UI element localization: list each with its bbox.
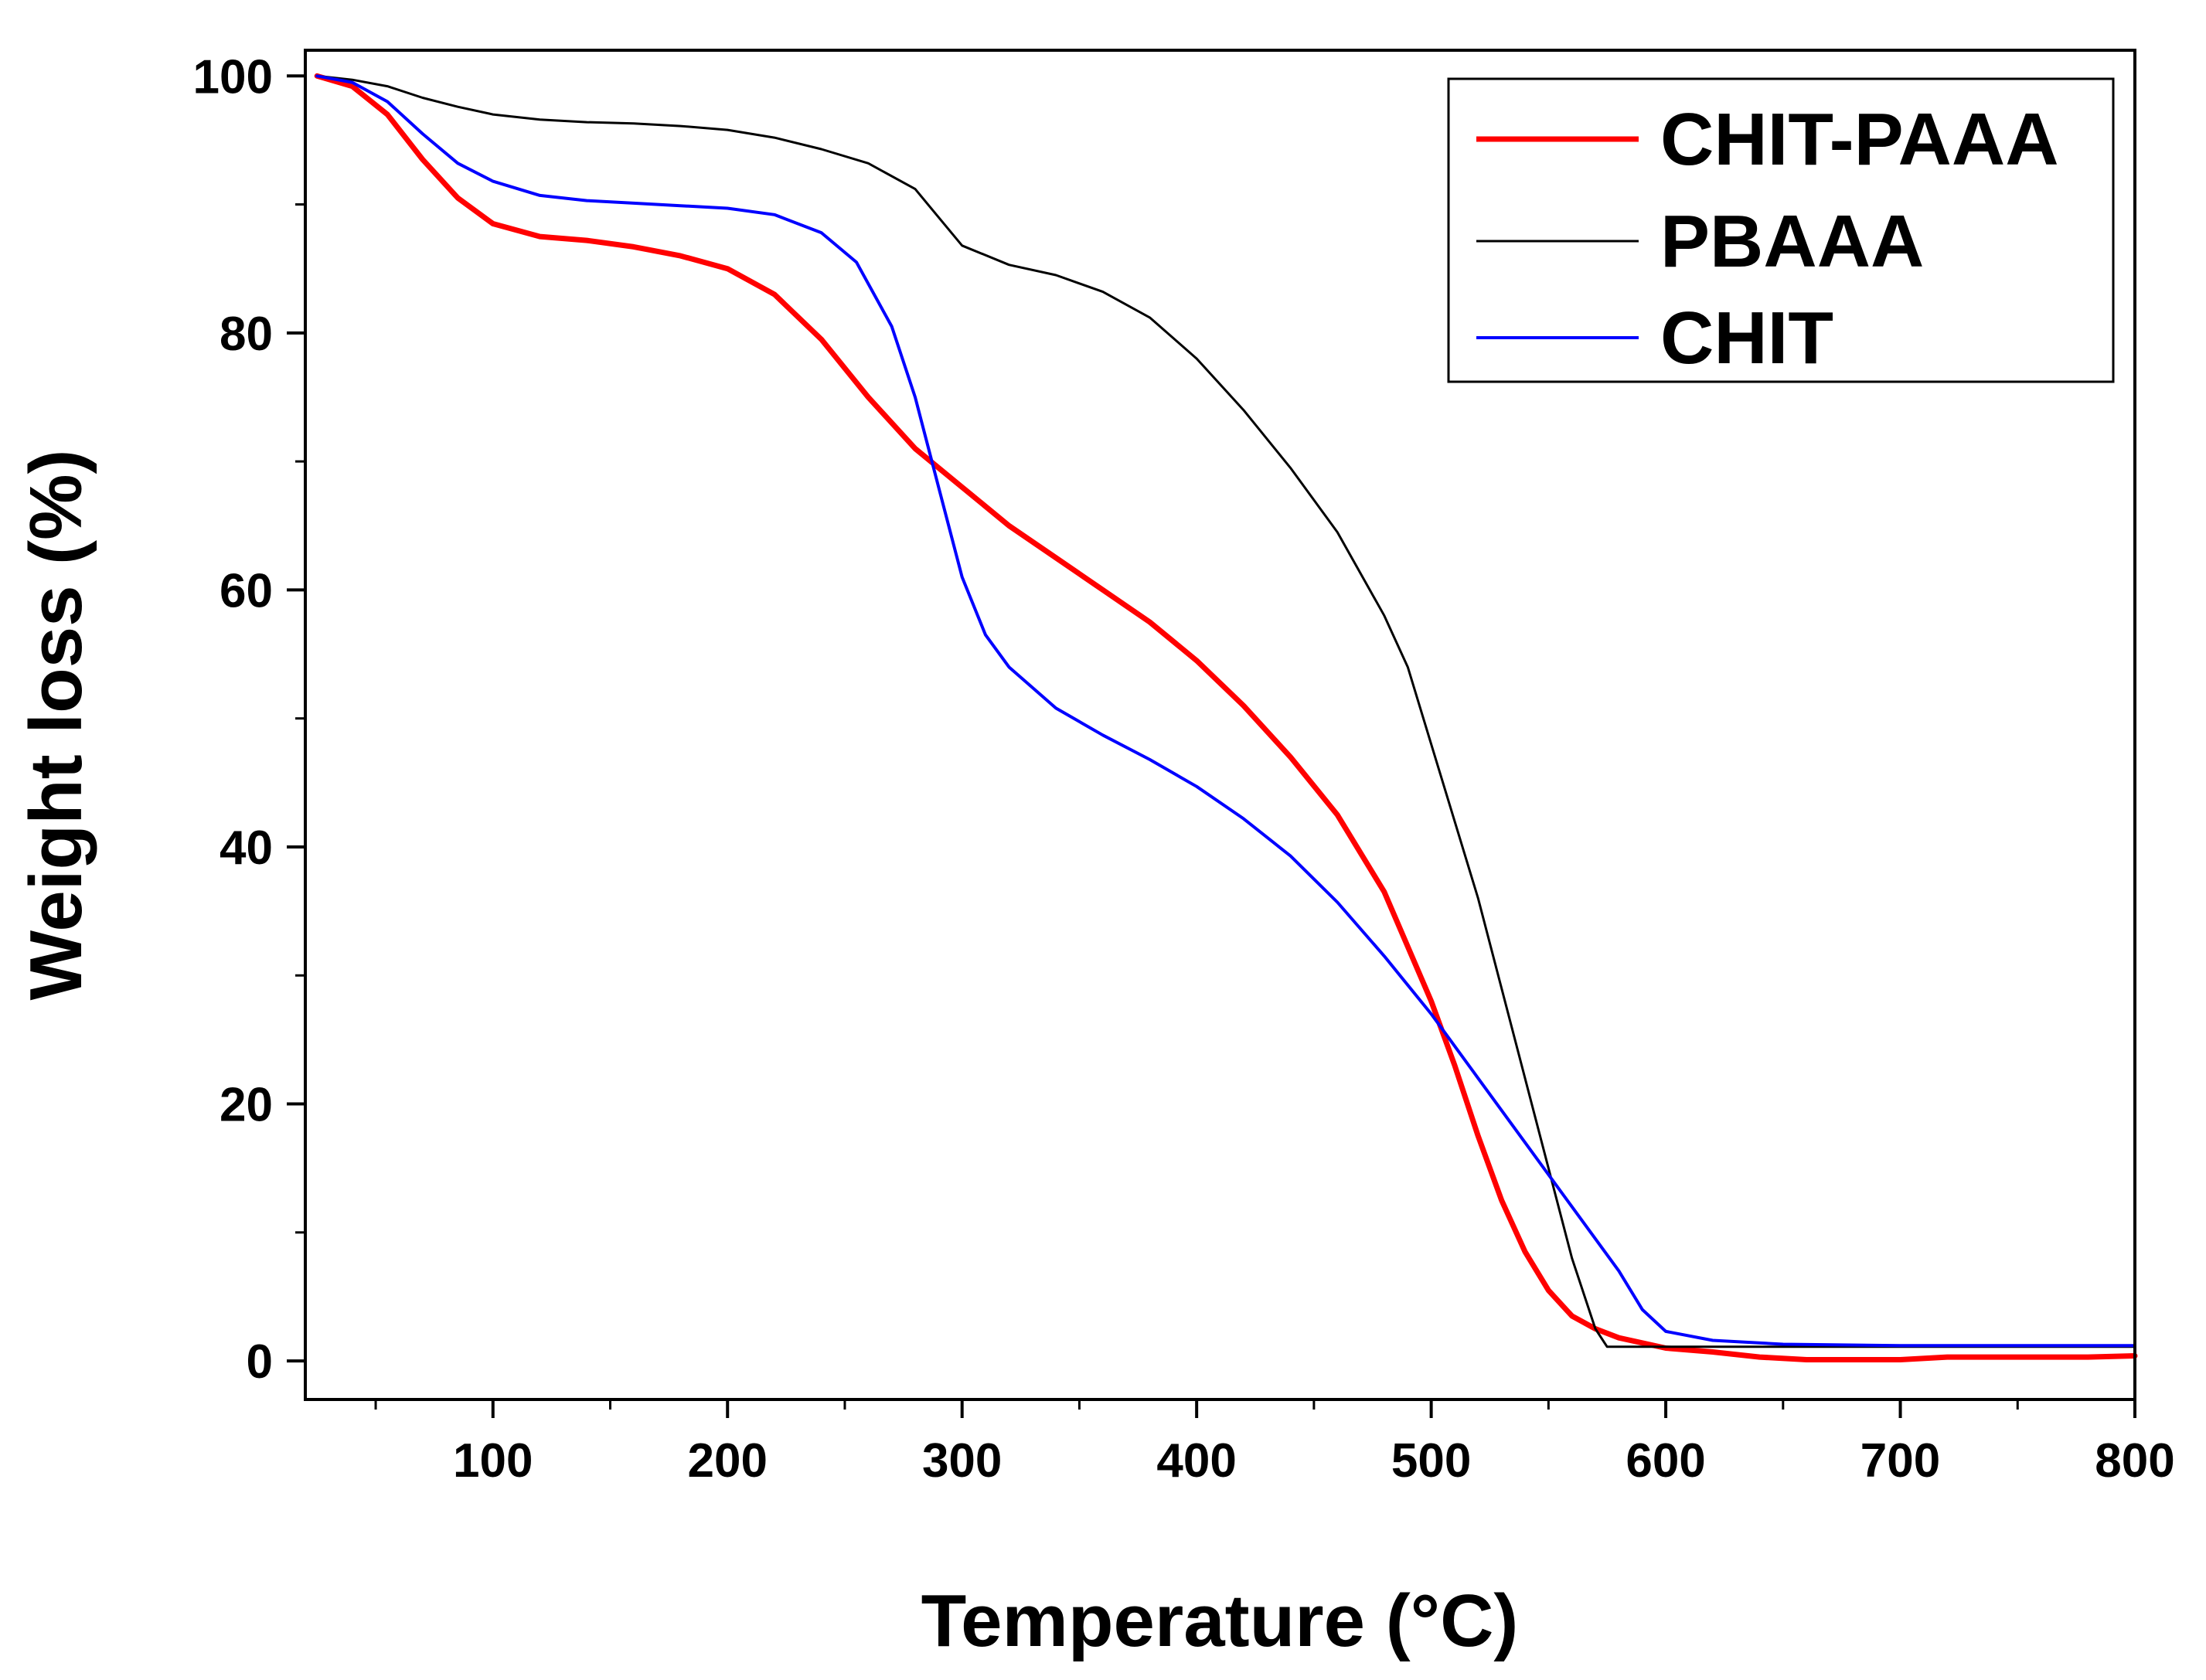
legend-label-pbaaa: PBAAA bbox=[1660, 200, 1924, 283]
x-tick-label: 300 bbox=[922, 1434, 1002, 1488]
x-tick-label: 200 bbox=[688, 1434, 768, 1488]
x-tick-label: 800 bbox=[2095, 1434, 2174, 1488]
legend-label-chit-paaa: CHIT-PAAA bbox=[1660, 98, 2059, 181]
series-line-pbaaa bbox=[315, 74, 2136, 1348]
legend: CHIT-PAAA PBAAA CHIT bbox=[1447, 77, 2115, 383]
series-layer bbox=[314, 73, 2138, 1362]
x-tick-label: 500 bbox=[1391, 1434, 1471, 1488]
ticks-layer: 100 200 300 400 500 600 700 800 0 20 40 60 80 100 bbox=[193, 50, 2175, 1488]
y-tick-label: 60 bbox=[220, 564, 273, 617]
series-line-chit-paaa bbox=[314, 73, 2138, 1362]
y-tick-label: 80 bbox=[220, 308, 273, 361]
x-tick-label: 700 bbox=[1860, 1434, 1940, 1488]
legend-label-chit: CHIT bbox=[1660, 297, 1833, 379]
x-tick-label: 400 bbox=[1156, 1434, 1236, 1488]
y-tick-label: 100 bbox=[193, 50, 273, 104]
series-line-chit bbox=[315, 74, 2136, 1348]
x-tick-label: 600 bbox=[1626, 1434, 1705, 1488]
x-axis-title: Temperature (°C) bbox=[921, 1580, 1519, 1662]
y-axis-title: Weight loss (%) bbox=[15, 450, 97, 1001]
legend-box bbox=[1447, 77, 2115, 383]
plot-frame bbox=[304, 49, 2136, 1401]
y-tick-label: 20 bbox=[220, 1079, 273, 1132]
x-tick-label: 100 bbox=[453, 1434, 533, 1488]
y-tick-label: 40 bbox=[220, 821, 273, 875]
y-tick-label: 0 bbox=[247, 1335, 273, 1389]
